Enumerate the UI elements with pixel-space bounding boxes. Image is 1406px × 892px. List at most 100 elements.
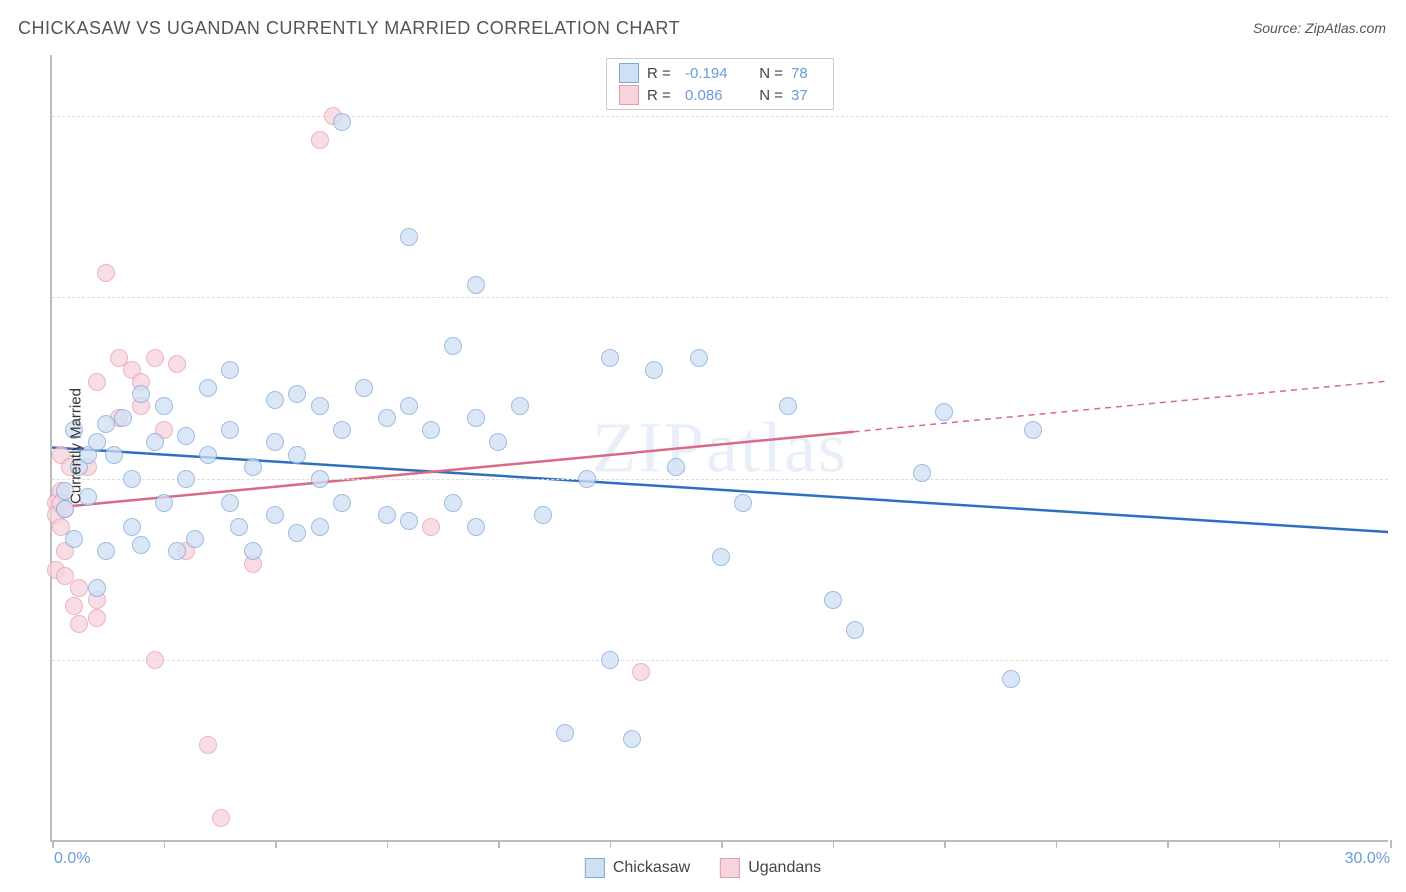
data-point — [311, 397, 329, 415]
data-point — [186, 530, 204, 548]
data-point — [155, 397, 173, 415]
y-tick-label: 80.0% — [1398, 107, 1406, 125]
legend-swatch — [585, 858, 605, 878]
data-point — [734, 494, 752, 512]
data-point — [88, 433, 106, 451]
data-point — [667, 458, 685, 476]
data-point — [70, 615, 88, 633]
x-tick — [1279, 840, 1281, 848]
data-point — [601, 349, 619, 367]
x-tick — [721, 840, 723, 848]
legend-row: R =0.086N =37 — [619, 85, 821, 105]
trend-lines-svg — [52, 55, 1388, 840]
legend-swatch — [619, 85, 639, 105]
data-point — [199, 446, 217, 464]
data-point — [146, 349, 164, 367]
x-tick — [387, 840, 389, 848]
legend-r-label: R = — [647, 65, 677, 82]
data-point — [88, 609, 106, 627]
legend-n-value: 78 — [791, 65, 821, 82]
plot-area: ZIPatlas R =-0.194N =78R =0.086N =37 35.… — [50, 55, 1388, 842]
x-tick — [944, 840, 946, 848]
data-point — [690, 349, 708, 367]
data-point — [467, 409, 485, 427]
legend-n-value: 37 — [791, 87, 821, 104]
data-point — [378, 409, 396, 427]
x-tick-label: 30.0% — [1345, 850, 1390, 868]
grid-line — [52, 479, 1388, 480]
data-point — [132, 536, 150, 554]
data-point — [556, 724, 574, 742]
legend-swatch — [720, 858, 740, 878]
x-tick — [275, 840, 277, 848]
data-point — [244, 542, 262, 560]
data-point — [88, 373, 106, 391]
legend-r-label: R = — [647, 87, 677, 104]
x-tick — [1167, 840, 1169, 848]
data-point — [378, 506, 396, 524]
legend-r-value: -0.194 — [685, 65, 745, 82]
data-point — [400, 397, 418, 415]
x-tick — [52, 840, 54, 848]
data-point — [230, 518, 248, 536]
data-point — [221, 421, 239, 439]
data-point — [1024, 421, 1042, 439]
data-point — [123, 470, 141, 488]
data-point — [177, 470, 195, 488]
data-point — [88, 579, 106, 597]
data-point — [221, 361, 239, 379]
y-tick-label: 50.0% — [1398, 470, 1406, 488]
data-point — [534, 506, 552, 524]
data-point — [623, 730, 641, 748]
data-point — [168, 542, 186, 560]
series-legend: Chickasaw Ugandans — [585, 858, 821, 878]
data-point — [824, 591, 842, 609]
data-point — [400, 228, 418, 246]
x-tick — [1056, 840, 1058, 848]
data-point — [489, 433, 507, 451]
grid-line — [52, 660, 1388, 661]
data-point — [311, 131, 329, 149]
data-point — [400, 512, 418, 530]
x-tick — [498, 840, 500, 848]
data-point — [333, 113, 351, 131]
data-point — [70, 579, 88, 597]
legend-row: R = -0.194 N = 78 — [619, 63, 821, 83]
data-point — [123, 518, 141, 536]
data-point — [155, 494, 173, 512]
data-point — [97, 264, 115, 282]
data-point — [935, 403, 953, 421]
data-point — [467, 276, 485, 294]
legend-n-label: N = — [753, 65, 783, 82]
grid-line — [52, 116, 1388, 117]
data-point — [212, 809, 230, 827]
data-point — [199, 736, 217, 754]
data-point — [333, 494, 351, 512]
data-point — [645, 361, 663, 379]
legend-n-label: N = — [753, 87, 783, 104]
correlation-legend: R =-0.194N =78R =0.086N =37 — [606, 58, 834, 110]
data-point — [97, 542, 115, 560]
data-point — [266, 433, 284, 451]
data-point — [65, 530, 83, 548]
watermark: ZIPatlas — [592, 406, 848, 489]
data-point — [177, 427, 195, 445]
chart-title: CHICKASAW VS UGANDAN CURRENTLY MARRIED C… — [18, 18, 680, 39]
data-point — [65, 597, 83, 615]
grid-line — [52, 297, 1388, 298]
data-point — [632, 663, 650, 681]
data-point — [288, 385, 306, 403]
data-point — [266, 391, 284, 409]
data-point — [132, 385, 150, 403]
data-point — [288, 446, 306, 464]
data-point — [311, 518, 329, 536]
data-point — [913, 464, 931, 482]
data-point — [333, 421, 351, 439]
x-tick — [164, 840, 166, 848]
legend-item: Ugandans — [720, 858, 821, 878]
legend-label: Chickasaw — [613, 859, 690, 877]
data-point — [779, 397, 797, 415]
data-point — [244, 458, 262, 476]
x-tick — [610, 840, 612, 848]
data-point — [168, 355, 186, 373]
